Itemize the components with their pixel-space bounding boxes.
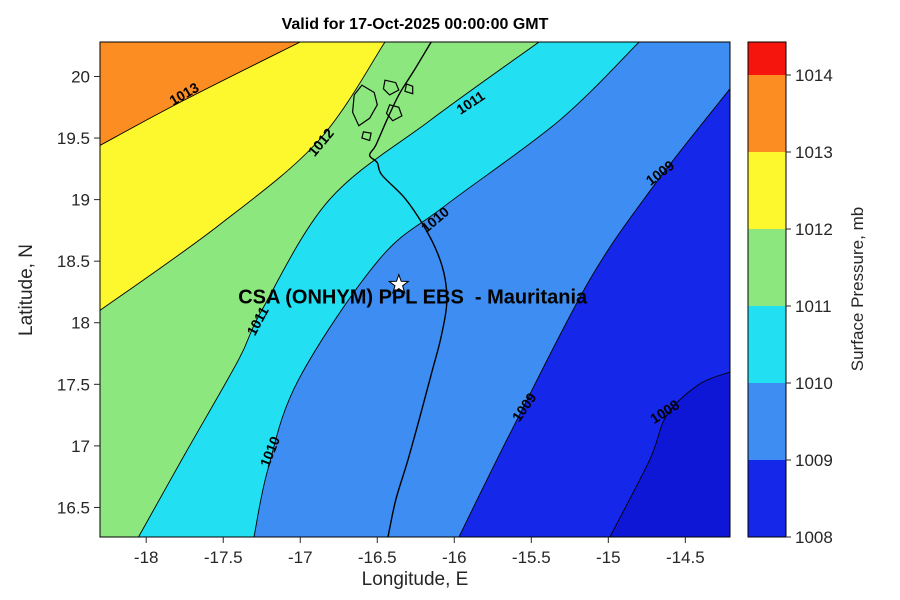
y-tick-label: 20	[71, 67, 90, 86]
y-tick-label: 16.5	[57, 498, 90, 517]
colorbar-tick-label: 1011	[795, 297, 832, 316]
contour-line-1012	[100, 42, 386, 311]
colorbar-tick-label: 1009	[795, 451, 833, 470]
colorbar-tick-label: 1010	[795, 374, 833, 393]
plot-border	[99, 41, 731, 538]
colorbar-band-6	[748, 460, 786, 537]
x-tick-label: -16.5	[358, 548, 397, 567]
colorbar-tick-label: 1012	[795, 220, 833, 239]
y-tick-label: 18	[71, 314, 90, 333]
island-2	[385, 104, 403, 122]
colorbar-label: Surface Pressure, mb	[848, 206, 867, 372]
colorbar-border	[747, 41, 787, 538]
coastline	[368, 42, 448, 537]
pressure-band-above-1012	[100, 42, 385, 311]
colorbar-band-2	[748, 152, 786, 229]
site-star-marker	[387, 273, 410, 294]
x-tick-label: -17	[288, 548, 313, 567]
y-tick-label: 17.5	[57, 375, 90, 394]
contour-line-1013	[100, 42, 301, 146]
colorbar-band-3	[748, 229, 786, 306]
contour-line-1011	[138, 42, 540, 537]
colorbar-band-5	[748, 383, 786, 460]
island-1	[382, 79, 400, 96]
contour-line-1009	[458, 88, 730, 537]
island-3	[404, 83, 414, 95]
x-tick-label: -18	[134, 548, 159, 567]
colorbar-band-1	[748, 75, 786, 152]
y-tick-label: 19	[71, 191, 90, 210]
colorbar-tick-label: 1014	[795, 66, 833, 85]
y-axis-label: Latitude, N	[16, 244, 37, 336]
colorbar-band-4	[748, 306, 786, 383]
x-tick-label: -15	[596, 548, 621, 567]
pressure-band-above-1013	[100, 42, 301, 146]
y-tick-label: 19.5	[57, 129, 90, 148]
x-tick-label: -15.5	[512, 548, 551, 567]
island-0	[351, 84, 378, 127]
y-tick-label: 17	[71, 437, 90, 456]
colorbar-band-0	[748, 42, 786, 75]
plot-title: Valid for 17-Oct-2025 00:00:00 GMT	[281, 16, 549, 33]
contour-line-1008	[609, 371, 730, 537]
x-tick-label: -16	[442, 548, 467, 567]
map-layers	[100, 42, 730, 537]
colorbar-tick-label: 1008	[795, 528, 833, 547]
x-tick-label: -17.5	[204, 548, 243, 567]
site-annotation: CSA (ONHYM) PPL EBS - Mauritania	[238, 286, 588, 308]
contour-line-1010	[253, 42, 640, 537]
y-tick-label: 18.5	[57, 252, 90, 271]
island-4	[361, 131, 372, 142]
x-axis-label: Longitude, E	[361, 569, 469, 590]
x-tick-label: -14.5	[666, 548, 705, 567]
colorbar-tick-label: 1013	[795, 143, 833, 162]
